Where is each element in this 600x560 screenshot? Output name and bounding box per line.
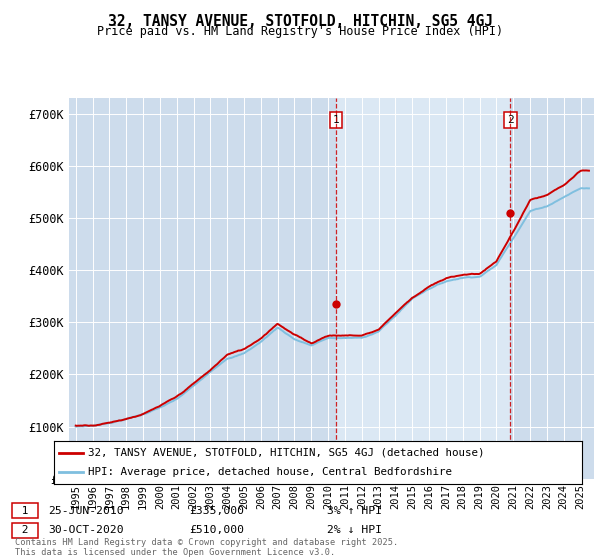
Text: £510,000: £510,000 [189, 525, 244, 535]
Text: 32, TANSY AVENUE, STOTFOLD, HITCHIN, SG5 4GJ (detached house): 32, TANSY AVENUE, STOTFOLD, HITCHIN, SG5… [88, 448, 485, 458]
Text: 2: 2 [15, 525, 35, 535]
Text: Contains HM Land Registry data © Crown copyright and database right 2025.
This d: Contains HM Land Registry data © Crown c… [15, 538, 398, 557]
Text: Price paid vs. HM Land Registry's House Price Index (HPI): Price paid vs. HM Land Registry's House … [97, 25, 503, 38]
Text: HPI: Average price, detached house, Central Bedfordshire: HPI: Average price, detached house, Cent… [88, 467, 452, 477]
Text: £335,000: £335,000 [189, 506, 244, 516]
Text: 2: 2 [507, 115, 514, 125]
Text: 1: 1 [333, 115, 340, 125]
Text: 30-OCT-2020: 30-OCT-2020 [48, 525, 124, 535]
Text: 2% ↓ HPI: 2% ↓ HPI [327, 525, 382, 535]
Text: 3% ↑ HPI: 3% ↑ HPI [327, 506, 382, 516]
Text: 25-JUN-2010: 25-JUN-2010 [48, 506, 124, 516]
Bar [336, 98, 511, 479]
Text: 1: 1 [15, 506, 35, 516]
Text: 32, TANSY AVENUE, STOTFOLD, HITCHIN, SG5 4GJ: 32, TANSY AVENUE, STOTFOLD, HITCHIN, SG5… [107, 14, 493, 29]
